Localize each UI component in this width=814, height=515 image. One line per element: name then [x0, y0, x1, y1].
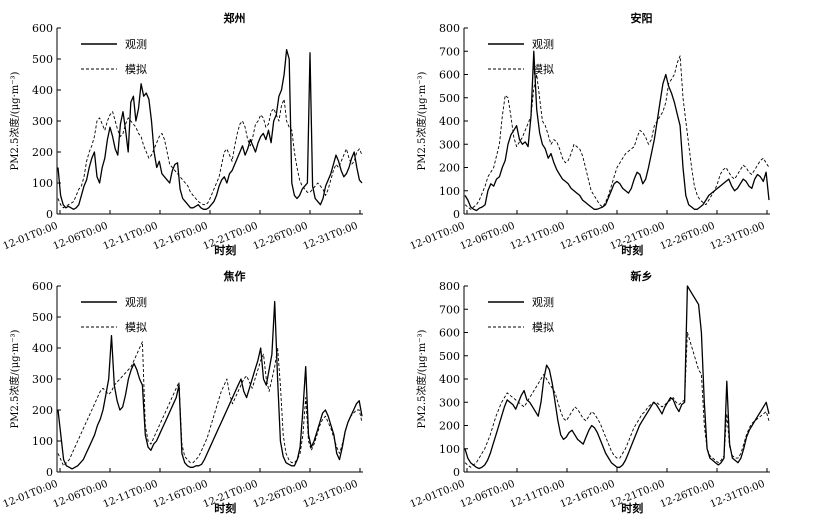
series-line-observed: [57, 300, 363, 470]
x-tick-label: 12-11T0:00: [509, 479, 567, 511]
y-tick-label: 600: [32, 22, 53, 35]
legend-label: 观测: [532, 38, 554, 51]
x-tick-label: 12-31T0:00: [709, 221, 767, 253]
y-tick-label: 300: [32, 115, 53, 128]
y-tick-label: 300: [32, 373, 53, 386]
chart-title: 焦作: [222, 269, 245, 283]
x-tick-label: 12-26T0:00: [252, 221, 310, 253]
chart-panel-jiaozuo: 010020030040050060012-01T0:0012-06T0:001…: [2, 269, 363, 515]
legend-label: 模拟: [532, 62, 554, 76]
x-tick-label: 12-11T0:00: [102, 221, 160, 253]
y-axis-label: PM2.5浓度/(μg·m⁻³): [415, 329, 428, 428]
y-tick-label: 500: [32, 53, 53, 66]
legend-label: 模拟: [125, 320, 147, 334]
y-tick-label: 200: [32, 146, 53, 159]
x-tick-label: 12-16T0:00: [559, 221, 617, 253]
chart-panel-zhengzhou: 010020030040050060012-01T0:0012-06T0:001…: [2, 11, 363, 257]
x-tick-label: 12-16T0:00: [152, 479, 210, 511]
series-line-observed: [464, 50, 770, 212]
chart-title: 安阳: [630, 11, 652, 25]
y-tick-label: 200: [439, 162, 460, 175]
x-tick-label: 12-16T0:00: [152, 221, 210, 253]
series-line-simulated: [464, 55, 770, 210]
x-tick-label: 12-06T0:00: [459, 479, 517, 511]
y-tick-label: 700: [439, 45, 460, 58]
y-tick-label: 0: [453, 466, 460, 479]
y-tick-label: 200: [32, 404, 53, 417]
x-tick-label: 12-31T0:00: [302, 221, 360, 253]
x-tick-label: 12-31T0:00: [302, 479, 360, 511]
y-tick-label: 500: [439, 350, 460, 363]
y-axis-label: PM2.5浓度/(μg·m⁻³): [415, 71, 428, 170]
y-tick-label: 400: [32, 84, 53, 97]
y-tick-label: 600: [439, 69, 460, 82]
y-tick-label: 600: [32, 280, 53, 293]
x-axis-label: 时刻: [621, 243, 643, 257]
x-tick-label: 12-01T0:00: [2, 221, 60, 253]
legend-label: 观测: [125, 38, 147, 51]
y-tick-label: 100: [32, 177, 53, 190]
y-tick-label: 0: [46, 208, 53, 221]
y-tick-label: 400: [439, 115, 460, 128]
y-axis-label: PM2.5浓度/(μg·m⁻³): [8, 329, 21, 428]
x-axis-label: 时刻: [621, 501, 643, 515]
x-tick-label: 12-26T0:00: [659, 479, 717, 511]
chart-title: 新乡: [630, 269, 652, 283]
y-tick-label: 100: [439, 443, 460, 456]
legend-label: 观测: [125, 296, 147, 309]
x-tick-label: 12-26T0:00: [659, 221, 717, 253]
x-axis-label: 时刻: [214, 243, 236, 257]
y-tick-label: 0: [453, 208, 460, 221]
chart-title: 郑州: [223, 11, 245, 25]
y-tick-label: 300: [439, 396, 460, 409]
x-tick-label: 12-16T0:00: [559, 479, 617, 511]
x-tick-label: 12-31T0:00: [709, 479, 767, 511]
series-line-observed: [464, 285, 770, 470]
x-tick-label: 12-11T0:00: [102, 479, 160, 511]
series-line-simulated: [464, 332, 770, 468]
x-tick-label: 12-01T0:00: [409, 479, 467, 511]
y-tick-label: 600: [439, 327, 460, 340]
legend-label: 模拟: [125, 62, 147, 76]
y-tick-label: 300: [439, 138, 460, 151]
x-tick-label: 12-06T0:00: [52, 221, 110, 253]
x-tick-label: 12-01T0:00: [2, 479, 60, 511]
x-tick-label: 12-01T0:00: [409, 221, 467, 253]
x-tick-label: 12-26T0:00: [252, 479, 310, 511]
series-line-observed: [57, 49, 363, 210]
y-tick-label: 100: [439, 185, 460, 198]
y-tick-label: 800: [439, 280, 460, 293]
x-tick-label: 12-06T0:00: [459, 221, 517, 253]
y-tick-label: 500: [32, 311, 53, 324]
x-tick-label: 12-11T0:00: [509, 221, 567, 253]
chart-panel-anyang: 0 100 200 300 400 500 600 700 800 12-01T0:0012-06…: [409, 11, 770, 257]
y-tick-label: 700: [439, 303, 460, 316]
chart-panel-xinxiang: 0 100 200 300 400 500 600 700 800 12-01T0:0012-06…: [409, 269, 770, 515]
legend-label: 观测: [532, 296, 554, 309]
x-axis-label: 时刻: [214, 501, 236, 515]
legend-label: 模拟: [532, 320, 554, 334]
y-tick-label: 0: [46, 466, 53, 479]
series-line-simulated: [57, 98, 363, 209]
y-tick-label: 400: [32, 342, 53, 355]
y-axis-label: PM2.5浓度/(μg·m⁻³): [8, 71, 21, 170]
y-tick-label: 500: [439, 92, 460, 105]
y-tick-label: 400: [439, 373, 460, 386]
x-tick-label: 12-06T0:00: [52, 479, 110, 511]
y-tick-label: 800: [439, 22, 460, 35]
y-tick-label: 200: [439, 420, 460, 433]
y-tick-label: 100: [32, 435, 53, 448]
